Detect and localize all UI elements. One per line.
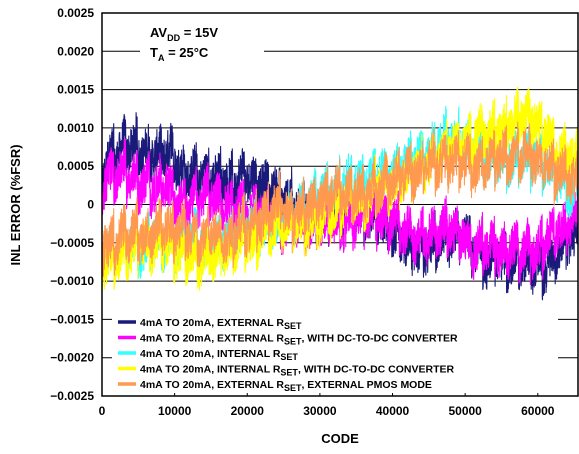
- y-tick-label: −0.0005: [50, 236, 94, 250]
- y-tick-label: 0.0025: [57, 6, 94, 20]
- y-tick-label: 0.0015: [57, 83, 94, 97]
- y-tick-label: −0.0010: [50, 274, 94, 288]
- legend-label: 4mA TO 20mA, INTERNAL RSET: [140, 348, 298, 362]
- y-tick-label: −0.0015: [50, 312, 94, 326]
- y-tick-label: 0.0020: [57, 44, 94, 58]
- y-tick-label: 0.0005: [57, 159, 94, 173]
- x-axis-title: CODE: [321, 431, 359, 446]
- x-axis-ticks: 0 10000 20000 30000 40000 50000 60000: [99, 391, 555, 418]
- legend-label: 4mA TO 20mA, EXTERNAL RSET, WITH DC-TO-D…: [140, 333, 458, 347]
- legend-box: [112, 311, 558, 393]
- x-tick-label: 0: [99, 404, 106, 418]
- legend-label: 4mA TO 20mA, EXTERNAL RSET, EXTERNAL PMO…: [140, 379, 432, 393]
- plot-border: [101, 12, 579, 397]
- temperature-annotation: TA = 25°C: [150, 45, 209, 63]
- supply-annotation: AVDD = 15V: [150, 25, 218, 43]
- series-2: [101, 138, 579, 286]
- series-line-2: [101, 138, 579, 286]
- y-axis-title: INL ERROR (%FSR): [8, 144, 23, 265]
- y-tick-label: 0.0010: [57, 121, 94, 135]
- series-layer: [101, 86, 579, 301]
- y-tick-label: −0.0025: [50, 389, 94, 403]
- x-tick-label: 10000: [158, 404, 192, 418]
- x-tick-label: 30000: [303, 404, 337, 418]
- y-axis-ticks: 0.0025 0.0020 0.0015 0.0010 0.0005 0 −0.0005 −0…: [50, 6, 94, 403]
- series-line-5: [101, 121, 579, 278]
- legend-label: 4mA TO 20mA, EXTERNAL RSET: [140, 317, 302, 331]
- y-tick-label: −0.0020: [50, 351, 94, 365]
- series-5: [101, 121, 579, 278]
- y-tick-label: 0: [87, 198, 94, 212]
- x-tick-label: 20000: [231, 404, 265, 418]
- legend-label: 4mA TO 20mA, INTERNAL RSET, WITH DC-TO-D…: [140, 364, 454, 378]
- annotation-box: [140, 21, 264, 65]
- x-tick-label: 50000: [448, 404, 482, 418]
- x-tick-label: 60000: [521, 404, 555, 418]
- legend: 4mA TO 20mA, EXTERNAL RSET 4mA TO 20mA, E…: [118, 317, 458, 393]
- x-tick-label: 40000: [376, 404, 410, 418]
